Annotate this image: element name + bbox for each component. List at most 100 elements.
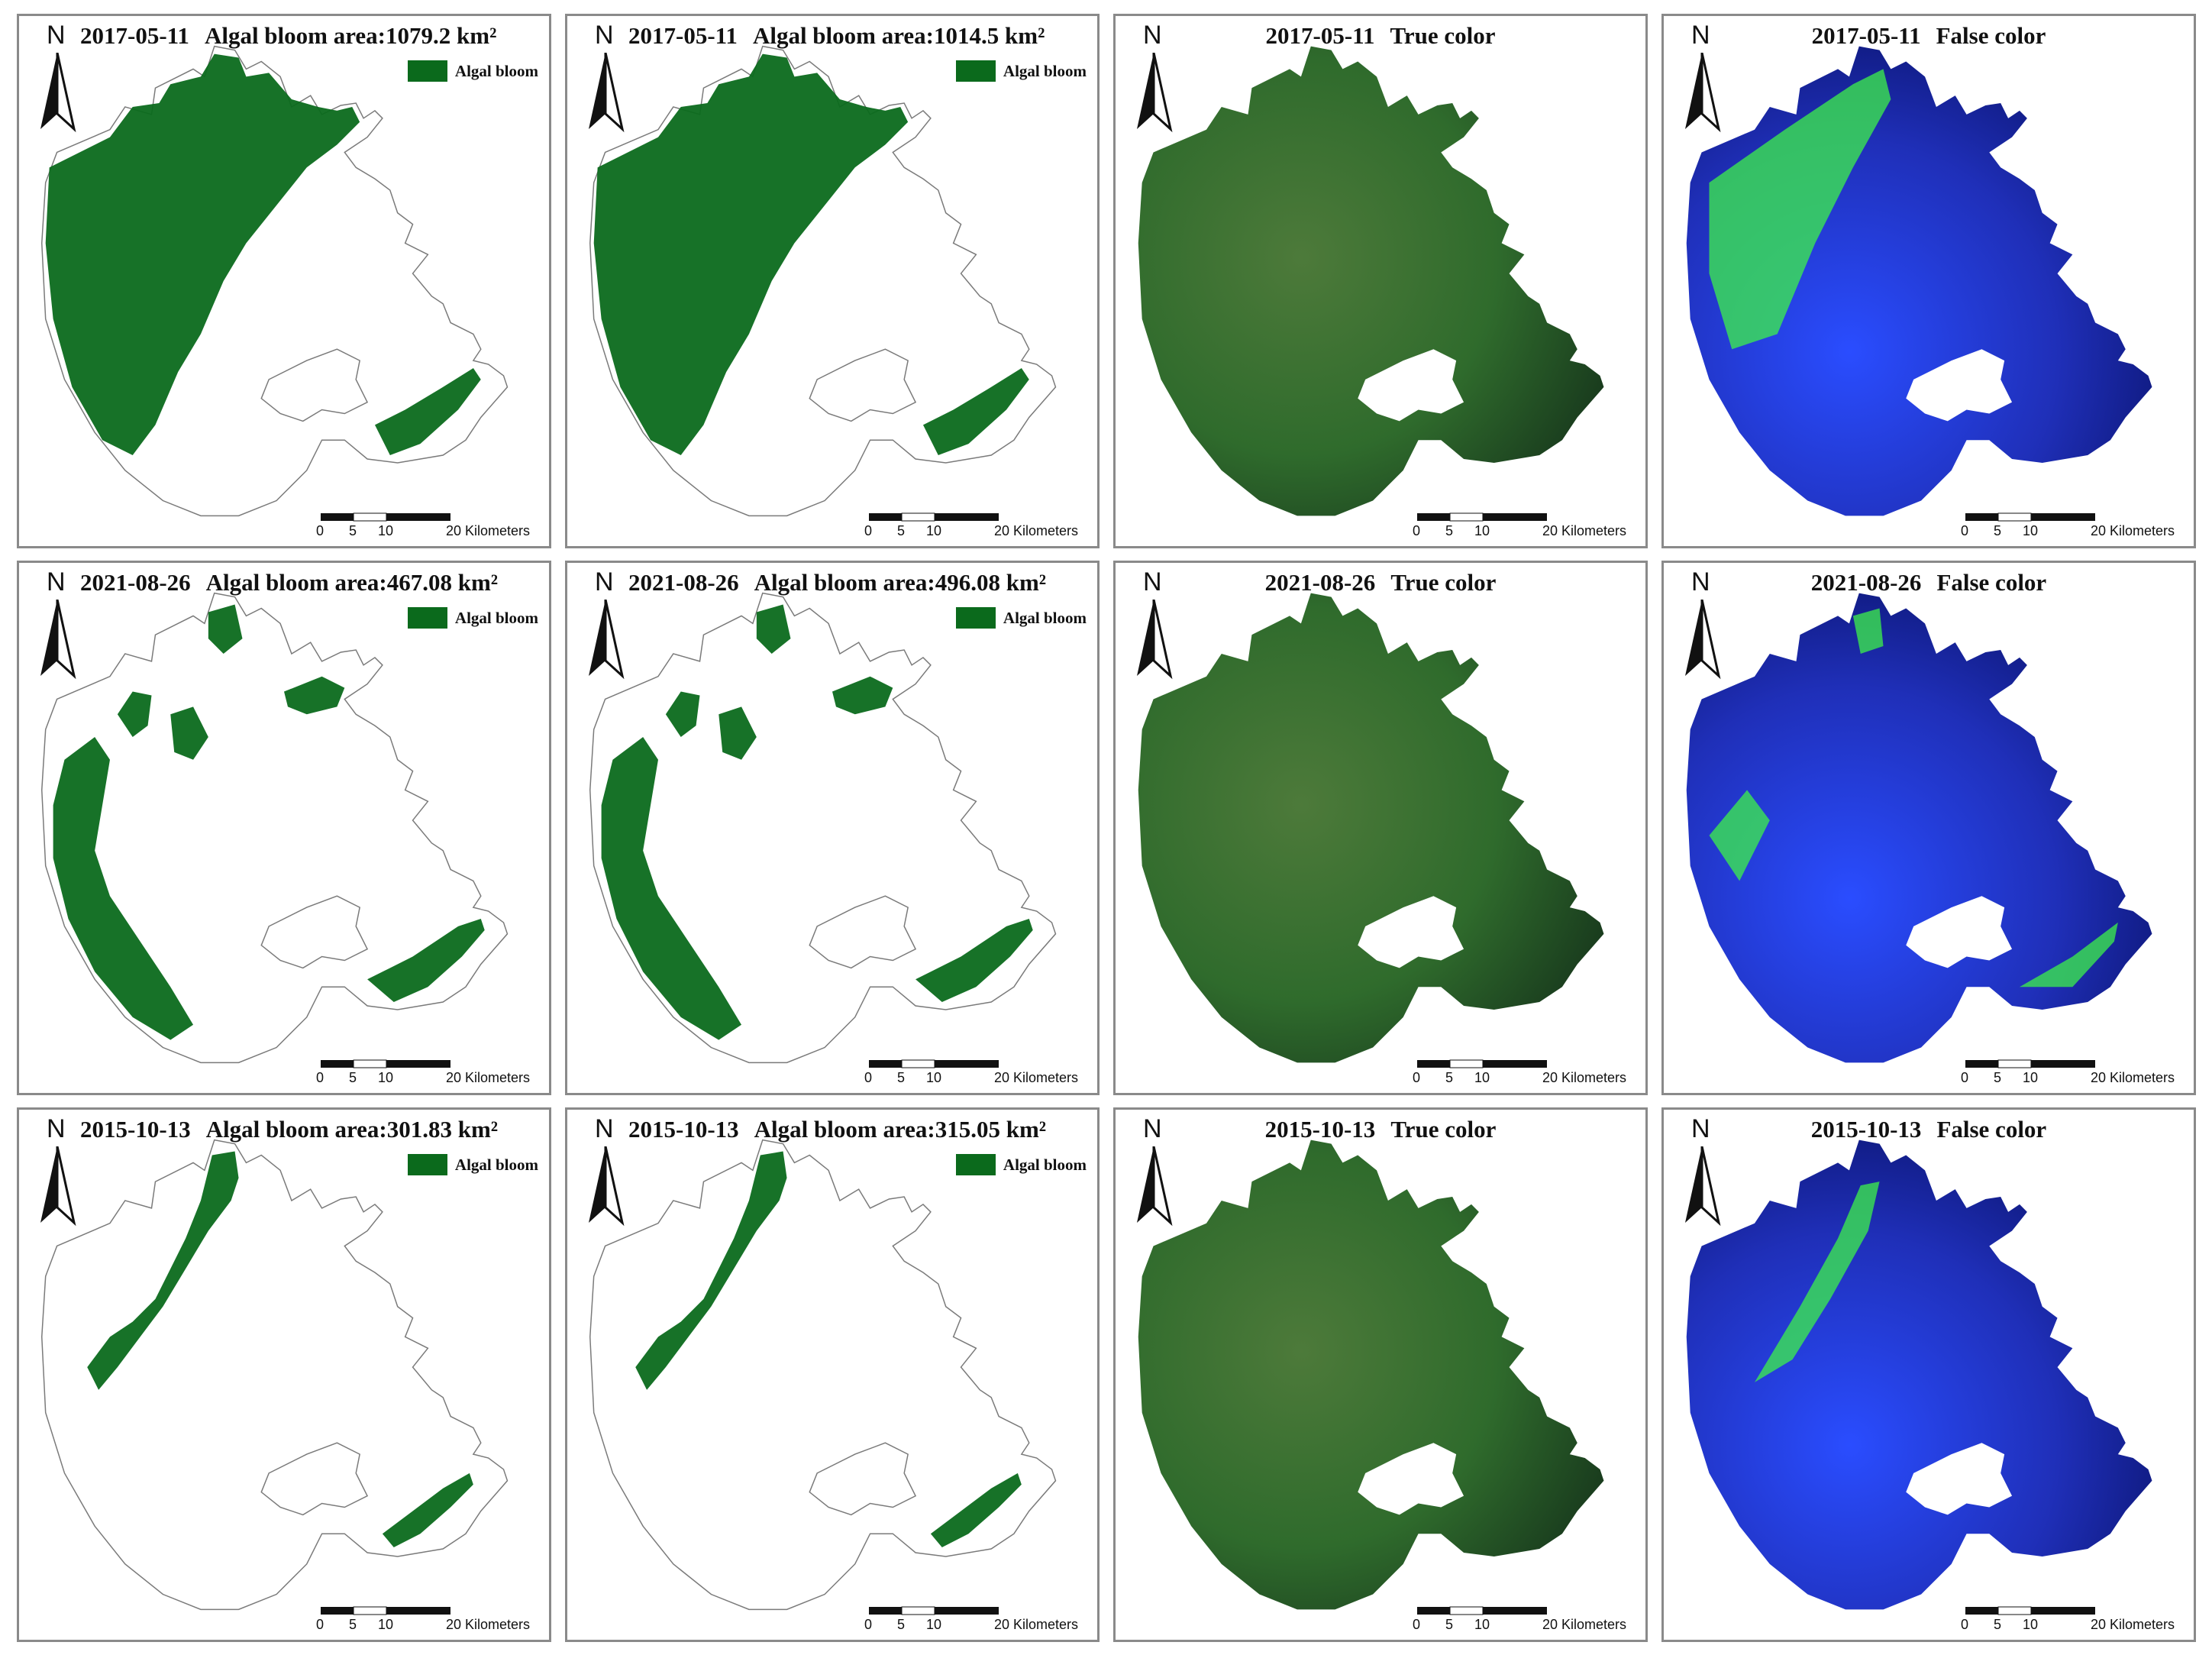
north-label: N: [47, 21, 66, 50]
scale-tick: 0: [1412, 523, 1421, 538]
north-arrow-icon: [1685, 1146, 1721, 1227]
scale-tick: 5: [896, 1070, 906, 1085]
legend-label: Algal bloom: [454, 1155, 538, 1174]
algal-bloom-patch: [284, 676, 345, 715]
scale-bar-graphic: [1965, 1606, 2095, 1615]
panel-label: False color: [1936, 22, 2046, 49]
legend-swatch: [955, 607, 996, 629]
north-arrow: N: [28, 567, 82, 690]
scale-tick: 5: [348, 1617, 357, 1632]
algal-bloom-patch: [593, 53, 909, 456]
scale-tick: 10: [1474, 1617, 1490, 1632]
scale-unit: 20 Kilometers: [1542, 1617, 1627, 1632]
panel-label: False color: [1936, 569, 2047, 596]
legend-swatch: [955, 1154, 996, 1175]
north-label: N: [47, 567, 66, 596]
lake-map: [589, 1139, 1057, 1611]
scale-tick: 10: [1474, 1070, 1490, 1085]
scale-tick: 5: [1993, 1070, 2002, 1085]
bloom-area-value: 1014.5 km²: [934, 22, 1045, 49]
island-outline: [809, 1442, 917, 1516]
scale-bar-graphic: [321, 1606, 450, 1615]
scale-unit: 20 Kilometers: [2090, 523, 2175, 538]
scale-bar: 0 5 10 20 Kilometers: [312, 512, 541, 543]
lake-outline: [589, 592, 1057, 1064]
north-arrow: N: [28, 1114, 82, 1236]
scale-bar: 0 5 10 20 Kilometers: [861, 1059, 1090, 1090]
map-panel-2021-08-26-bloom-2: 2021-08-26 Algal bloom area:496.08 km² N Al…: [565, 561, 1100, 1095]
bloom-signal: [2019, 922, 2118, 988]
scale-unit: 20 Kilometers: [993, 1070, 1079, 1085]
lake-map: [40, 45, 509, 517]
lake-image: [1138, 593, 1604, 1063]
map-panel-2015-10-13-bloom-1: 2015-10-13 Algal bloom area:301.83 km² N Al…: [17, 1107, 551, 1642]
north-arrow-icon: [1685, 600, 1721, 680]
legend-swatch: [955, 60, 996, 82]
bloom-area-value: 467.08 km²: [386, 569, 499, 596]
north-arrow: N: [576, 21, 630, 143]
north-arrow: N: [1673, 1114, 1726, 1236]
north-arrow-icon: [1137, 53, 1173, 133]
scale-bar-graphic: [869, 1606, 999, 1615]
algal-bloom-patch: [45, 53, 360, 456]
panel-title: 2017-05-11 False color: [1664, 22, 2194, 50]
north-label: N: [1143, 21, 1162, 50]
scale-tick: 0: [1960, 523, 1969, 538]
panel-label: Algal bloom area:: [754, 1116, 935, 1143]
algal-bloom-patch: [915, 918, 1033, 1003]
legend-swatch: [407, 607, 447, 629]
lake-map: [589, 45, 1057, 517]
north-label: N: [1143, 567, 1162, 596]
panel-date: 2021-08-26: [80, 569, 191, 596]
panel-title: 2021-08-26 False color: [1664, 569, 2194, 596]
island: [1906, 1443, 2013, 1515]
scale-bar: 0 5 10 20 Kilometers: [312, 1606, 541, 1637]
scale-bar-graphic: [869, 512, 999, 522]
panel-label: True color: [1390, 22, 1496, 49]
scale-tick: 5: [1993, 1617, 2002, 1632]
scale-bar-graphic: [321, 512, 450, 522]
north-label: N: [1143, 1114, 1162, 1143]
lake-map: [1686, 1139, 2152, 1610]
panel-label: Algal bloom area:: [205, 1116, 387, 1143]
panel-label: Algal bloom area:: [754, 569, 935, 596]
north-label: N: [595, 1114, 614, 1143]
island-outline: [809, 895, 917, 969]
lake-map: [40, 592, 509, 1064]
panel-date: 2015-10-13: [628, 1116, 739, 1143]
algal-bloom-patch: [922, 368, 1029, 456]
legend-label: Algal bloom: [454, 61, 538, 80]
scale-tick: 0: [864, 1070, 873, 1085]
panel-title: 2015-10-13 True color: [1116, 1116, 1645, 1143]
map-panel-2021-08-26-false-4: 2021-08-26 False color N 0 5 10 20 Kilometers: [1661, 561, 2196, 1095]
panel-date: 2015-10-13: [1810, 1116, 1922, 1143]
panel-title: 2021-08-26 Algal bloom area:467.08 km²: [80, 569, 541, 596]
bloom-area-value: 1079.2 km²: [386, 22, 497, 49]
map-panel-2021-08-26-bloom-1: 2021-08-26 Algal bloom area:467.08 km² N Al…: [17, 561, 551, 1095]
scale-tick: 5: [896, 523, 906, 538]
scale-tick: 0: [1412, 1070, 1421, 1085]
island: [1358, 896, 1464, 968]
scale-bar-graphic: [1417, 1059, 1547, 1068]
north-arrow-icon: [40, 600, 76, 680]
scale-unit: 20 Kilometers: [1542, 523, 1627, 538]
scale-tick: 5: [1993, 523, 2002, 538]
scale-unit: 20 Kilometers: [2090, 1617, 2175, 1632]
north-arrow-icon: [1137, 1146, 1173, 1227]
scale-tick: 10: [377, 523, 394, 538]
legend-label: Algal bloom: [1003, 1155, 1087, 1174]
algal-bloom-patch: [382, 1472, 473, 1548]
map-panel-2017-05-11-bloom-1: 2017-05-11 Algal bloom area:1079.2 km² N Al…: [17, 14, 551, 548]
scale-unit: 20 Kilometers: [445, 1070, 531, 1085]
map-panel-2017-05-11-true-3: 2017-05-11 True color N 0 5 10 20 Kilometers: [1113, 14, 1648, 548]
legend-label: Algal bloom: [1003, 61, 1087, 80]
scale-tick: 0: [1412, 1617, 1421, 1632]
panel-label: Algal bloom area:: [752, 22, 935, 49]
panel-title: 2017-05-11 Algal bloom area:1079.2 km²: [80, 22, 541, 50]
island-outline: [260, 895, 369, 969]
legend-swatch: [407, 60, 447, 82]
north-arrow: N: [1125, 1114, 1178, 1236]
panel-date: 2015-10-13: [1264, 1116, 1376, 1143]
scale-tick: 10: [925, 523, 942, 538]
scale-tick: 0: [1960, 1070, 1969, 1085]
